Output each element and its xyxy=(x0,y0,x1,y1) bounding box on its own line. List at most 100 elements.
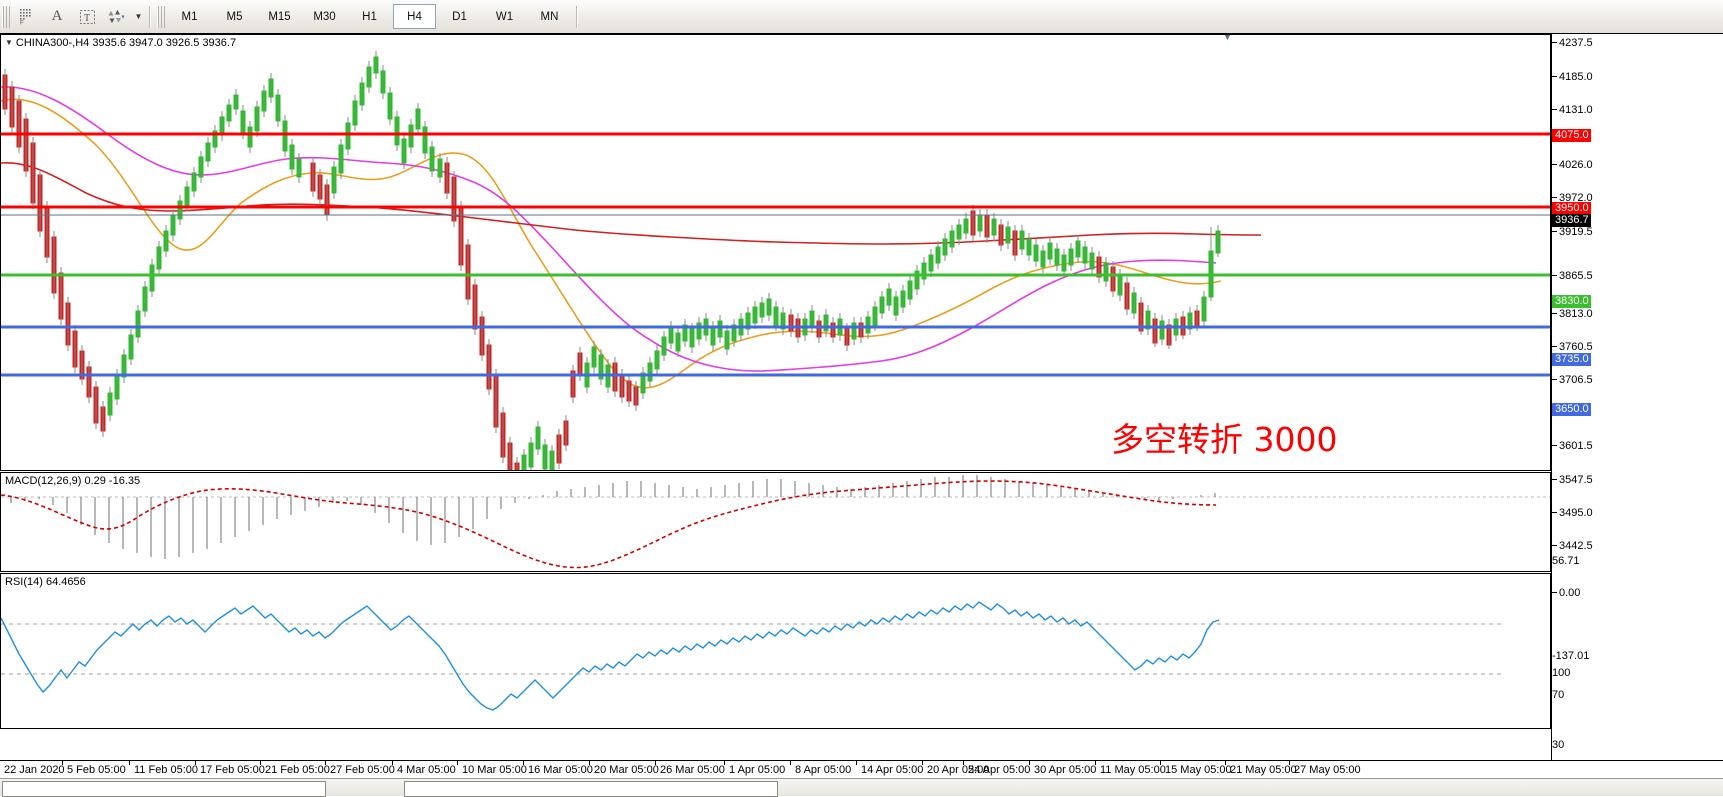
axis-tick: 4237.5 xyxy=(1552,37,1593,49)
timeframe-w1[interactable]: W1 xyxy=(495,10,514,23)
axis-tick: 3442.5 xyxy=(1552,540,1593,552)
time-label: 24 Apr 05:00 xyxy=(968,764,1031,776)
svg-text:T: T xyxy=(84,13,90,24)
time-label: 1 Apr 05:00 xyxy=(729,764,786,776)
price-pane-label: ▼ CHINA300-,H4 3935.6 3947.0 3926.5 3936.… xyxy=(5,37,236,49)
axis-tick: 3865.5 xyxy=(1552,270,1593,282)
rsi-line xyxy=(1,601,1220,711)
window-taskbar xyxy=(0,778,1723,797)
symbol-dropdown-caret-icon[interactable]: ▼ xyxy=(5,38,13,47)
rsi-axis-tick: 100 xyxy=(1552,667,1571,679)
axis-tag-last-price: 3936.7 xyxy=(1552,214,1591,227)
time-label: 17 Feb 05:00 xyxy=(200,764,265,776)
axis-tick: 3706.5 xyxy=(1552,374,1593,386)
time-tick xyxy=(1095,761,1096,765)
axis-tick: 3601.5 xyxy=(1552,440,1593,452)
axis-tick: 4026.0 xyxy=(1552,159,1593,171)
time-tick xyxy=(1225,761,1226,765)
price-axis[interactable]: 4237.5 4185.0 4131.0 4075.0 4026.0 3972.… xyxy=(1551,34,1723,773)
rsi-plot[interactable] xyxy=(1,574,1550,728)
timeframe-h4[interactable]: H4 xyxy=(393,4,436,29)
shapes-icon[interactable] xyxy=(103,3,131,30)
chart-top-marker-icon: ▼ xyxy=(1223,32,1232,42)
text-label-icon[interactable]: A xyxy=(51,8,63,24)
ma-red-line xyxy=(1,162,1262,245)
time-tick xyxy=(325,761,326,765)
ma-orange-line xyxy=(1,98,1222,389)
svg-text:F: F xyxy=(20,21,24,26)
timeframe-m5[interactable]: M5 xyxy=(226,10,243,23)
macd-plot[interactable] xyxy=(1,473,1550,571)
time-tick xyxy=(856,761,857,765)
time-tick xyxy=(1029,761,1030,765)
macd-axis-tick: 56.71 xyxy=(1552,555,1580,567)
toolbar-separator xyxy=(149,5,151,28)
time-label: 21 May 05:00 xyxy=(1230,764,1297,776)
time-label: 14 Apr 05:00 xyxy=(861,764,924,776)
timeframe-drag-handle[interactable] xyxy=(157,5,167,28)
timeframe-d1[interactable]: D1 xyxy=(452,10,467,23)
rsi-axis-tick: 70 xyxy=(1552,689,1565,701)
macd-axis-tick: -137.01 xyxy=(1552,650,1590,662)
time-tick xyxy=(62,761,63,765)
time-tick xyxy=(457,761,458,765)
price-plot[interactable]: 多空转折 3000 xyxy=(1,35,1550,470)
axis-tick: 3760.5 xyxy=(1552,341,1593,353)
timeframe-m15[interactable]: M15 xyxy=(268,10,291,23)
time-tick xyxy=(195,761,196,765)
time-label: 15 May 05:00 xyxy=(1165,764,1232,776)
time-label: 11 May 05:00 xyxy=(1100,764,1166,776)
time-tick xyxy=(392,761,393,765)
time-label: 21 Feb 05:00 xyxy=(265,764,330,776)
timeframe-group: M1 M5 M15 M30 H1 H4 D1 W1 MN xyxy=(167,4,572,29)
macd-signal-line xyxy=(1,480,1217,569)
rsi-pane[interactable]: RSI(14) 64.4656 xyxy=(0,573,1551,729)
candlestick-series xyxy=(2,51,1221,470)
time-label: 27 May 05:00 xyxy=(1294,764,1361,776)
time-tick xyxy=(260,761,261,765)
axis-tick: 3972.0 xyxy=(1552,192,1593,204)
rsi-pane-label: RSI(14) 64.4656 xyxy=(5,576,86,588)
time-label: 26 Mar 05:00 xyxy=(660,764,725,776)
time-label: 8 Apr 05:00 xyxy=(795,764,852,776)
time-tick xyxy=(1289,761,1290,765)
rsi-series-svg xyxy=(1,601,1505,711)
price-pane[interactable]: 多空转折 3000 ▼ CHINA300-,H4 3935.6 3947.0 39… xyxy=(0,32,1551,471)
time-tick xyxy=(724,761,725,765)
time-label: 10 Mar 05:00 xyxy=(462,764,527,776)
time-tick xyxy=(922,761,923,765)
rsi-axis-tick: 30 xyxy=(1552,739,1565,751)
time-label: 20 Apr 05:00 xyxy=(927,764,990,776)
time-tick xyxy=(129,761,130,765)
macd-series-svg xyxy=(1,475,1550,569)
macd-pane[interactable]: MACD(12,26,9) 0.29 -16.35 xyxy=(0,472,1551,572)
shapes-dropdown-caret-icon[interactable]: ▼ xyxy=(134,12,143,21)
timeframe-h1[interactable]: H1 xyxy=(362,10,377,23)
axis-tag-support-3650: 3650.0 xyxy=(1552,403,1591,416)
axis-tag-resistance-4075: 4075.0 xyxy=(1552,129,1591,142)
timeframe-m30[interactable]: M30 xyxy=(313,10,336,23)
time-label: 16 Mar 05:00 xyxy=(528,764,593,776)
price-series-svg xyxy=(1,51,1550,470)
timeframe-mn[interactable]: MN xyxy=(540,10,559,23)
timeframe-m1[interactable]: M1 xyxy=(181,10,198,23)
ma-magenta-line xyxy=(1,86,1217,372)
axis-tick: 3813.0 xyxy=(1552,308,1593,320)
time-tick xyxy=(963,761,964,765)
time-axis[interactable]: 22 Jan 2020 5 Feb 05:00 11 Feb 05:00 17 … xyxy=(0,760,1723,778)
axis-tick: 4185.0 xyxy=(1552,71,1593,83)
crosshair-grid-icon[interactable]: F xyxy=(13,3,41,30)
axis-tag-pivot-3830: 3830.0 xyxy=(1552,295,1591,308)
time-label: 27 Feb 05:00 xyxy=(330,764,395,776)
time-label: 20 Mar 05:00 xyxy=(594,764,659,776)
time-label: 30 Apr 05:00 xyxy=(1034,764,1097,776)
time-tick xyxy=(1160,761,1161,765)
macd-histogram xyxy=(10,475,1216,559)
axis-tick: 4131.0 xyxy=(1552,104,1593,116)
toolbar-separator-end xyxy=(576,5,578,28)
macd-axis-tick: 0.00 xyxy=(1552,587,1580,599)
toolbar-drag-handle[interactable] xyxy=(2,5,12,28)
text-box-icon[interactable]: T xyxy=(73,3,101,30)
chart-area[interactable]: 多空转折 3000 ▼ CHINA300-,H4 3935.6 3947.0 39… xyxy=(0,32,1723,773)
time-tick xyxy=(589,761,590,765)
